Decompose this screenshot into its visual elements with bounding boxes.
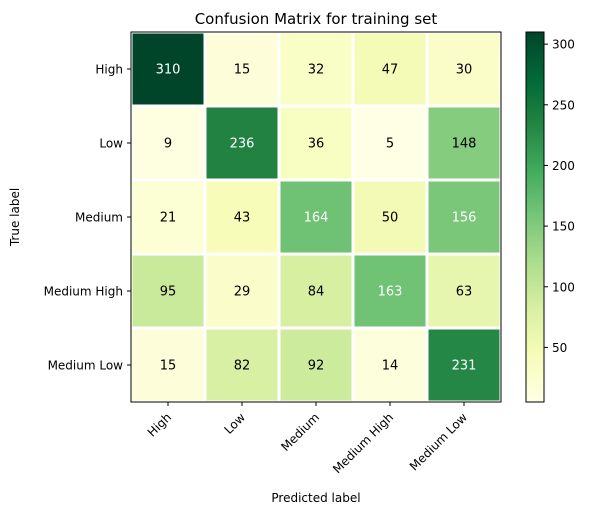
heatmap-cell [203, 178, 281, 256]
heatmap-cell [351, 178, 429, 256]
colorbar-tick-label: 100 [552, 280, 575, 294]
cell-value-label: 63 [456, 285, 473, 300]
y-tick-label: Medium [75, 211, 123, 225]
cell-value-label: 164 [304, 211, 329, 226]
cell-value-label: 236 [230, 137, 255, 152]
x-tick-label: High [145, 410, 174, 439]
cell-value-label: 30 [456, 63, 473, 78]
cell-value-label: 82 [234, 359, 251, 374]
y-tick-label: High [95, 63, 123, 77]
heatmap-cell [425, 104, 503, 182]
heatmap-cell [277, 326, 355, 404]
heatmap-cell-labels: 310 15 32 47 30 9 236 36 5 148 21 43 164 50 156 95 29 84 1… [156, 63, 477, 374]
cell-value-label: 14 [382, 359, 399, 374]
x-axis-label: Predicted label [271, 491, 360, 505]
chart-title: Confusion Matrix for training set [195, 10, 438, 28]
y-axis-label: True label [8, 188, 22, 247]
cell-value-label: 15 [160, 359, 177, 374]
cell-value-label: 43 [234, 211, 251, 226]
colorbar-tick-label: 250 [552, 98, 575, 112]
y-tick-label: Medium High [44, 285, 123, 299]
x-tick-label: Medium Low [407, 410, 470, 473]
y-axis: High Low Medium Medium High Medium Low [44, 63, 131, 373]
heatmap-cell [203, 326, 281, 404]
cell-value-label: 9 [164, 137, 172, 152]
x-tick-label: Medium [278, 410, 322, 454]
colorbar-tick-label: 200 [552, 159, 575, 173]
x-axis: High Low Medium Medium High Medium Low [145, 402, 470, 476]
cell-value-label: 310 [156, 63, 181, 78]
cell-value-label: 156 [452, 211, 477, 226]
colorbar-tick-label: 150 [552, 220, 575, 234]
heatmap-cell [203, 252, 281, 330]
cell-value-label: 92 [308, 359, 325, 374]
x-tick-label: Medium High [330, 410, 396, 476]
cell-value-label: 47 [382, 63, 399, 78]
cell-value-label: 36 [308, 137, 325, 152]
cell-value-label: 148 [452, 137, 477, 152]
cell-value-label: 21 [160, 211, 177, 226]
cell-value-label: 29 [234, 285, 251, 300]
cell-value-label: 84 [308, 285, 325, 300]
heatmap-cell [277, 104, 355, 182]
y-tick-label: Medium Low [48, 359, 124, 373]
x-tick-label: Low [222, 410, 249, 437]
heatmap-cell [425, 252, 503, 330]
cell-value-label: 50 [382, 211, 399, 226]
colorbar-tick-label: 50 [552, 341, 567, 355]
cell-value-label: 95 [160, 285, 177, 300]
cell-value-label: 231 [452, 359, 477, 374]
colorbar-tick-label: 300 [552, 38, 575, 52]
cell-value-label: 5 [386, 137, 394, 152]
y-tick-label: Low [99, 137, 123, 151]
cell-value-label: 32 [308, 63, 325, 78]
heatmap-cell [351, 252, 429, 330]
colorbar [525, 31, 545, 403]
colorbar-ticks: 50 100 150 200 250 300 [544, 38, 575, 355]
cell-value-label: 15 [234, 63, 251, 78]
cell-value-label: 163 [378, 285, 403, 300]
